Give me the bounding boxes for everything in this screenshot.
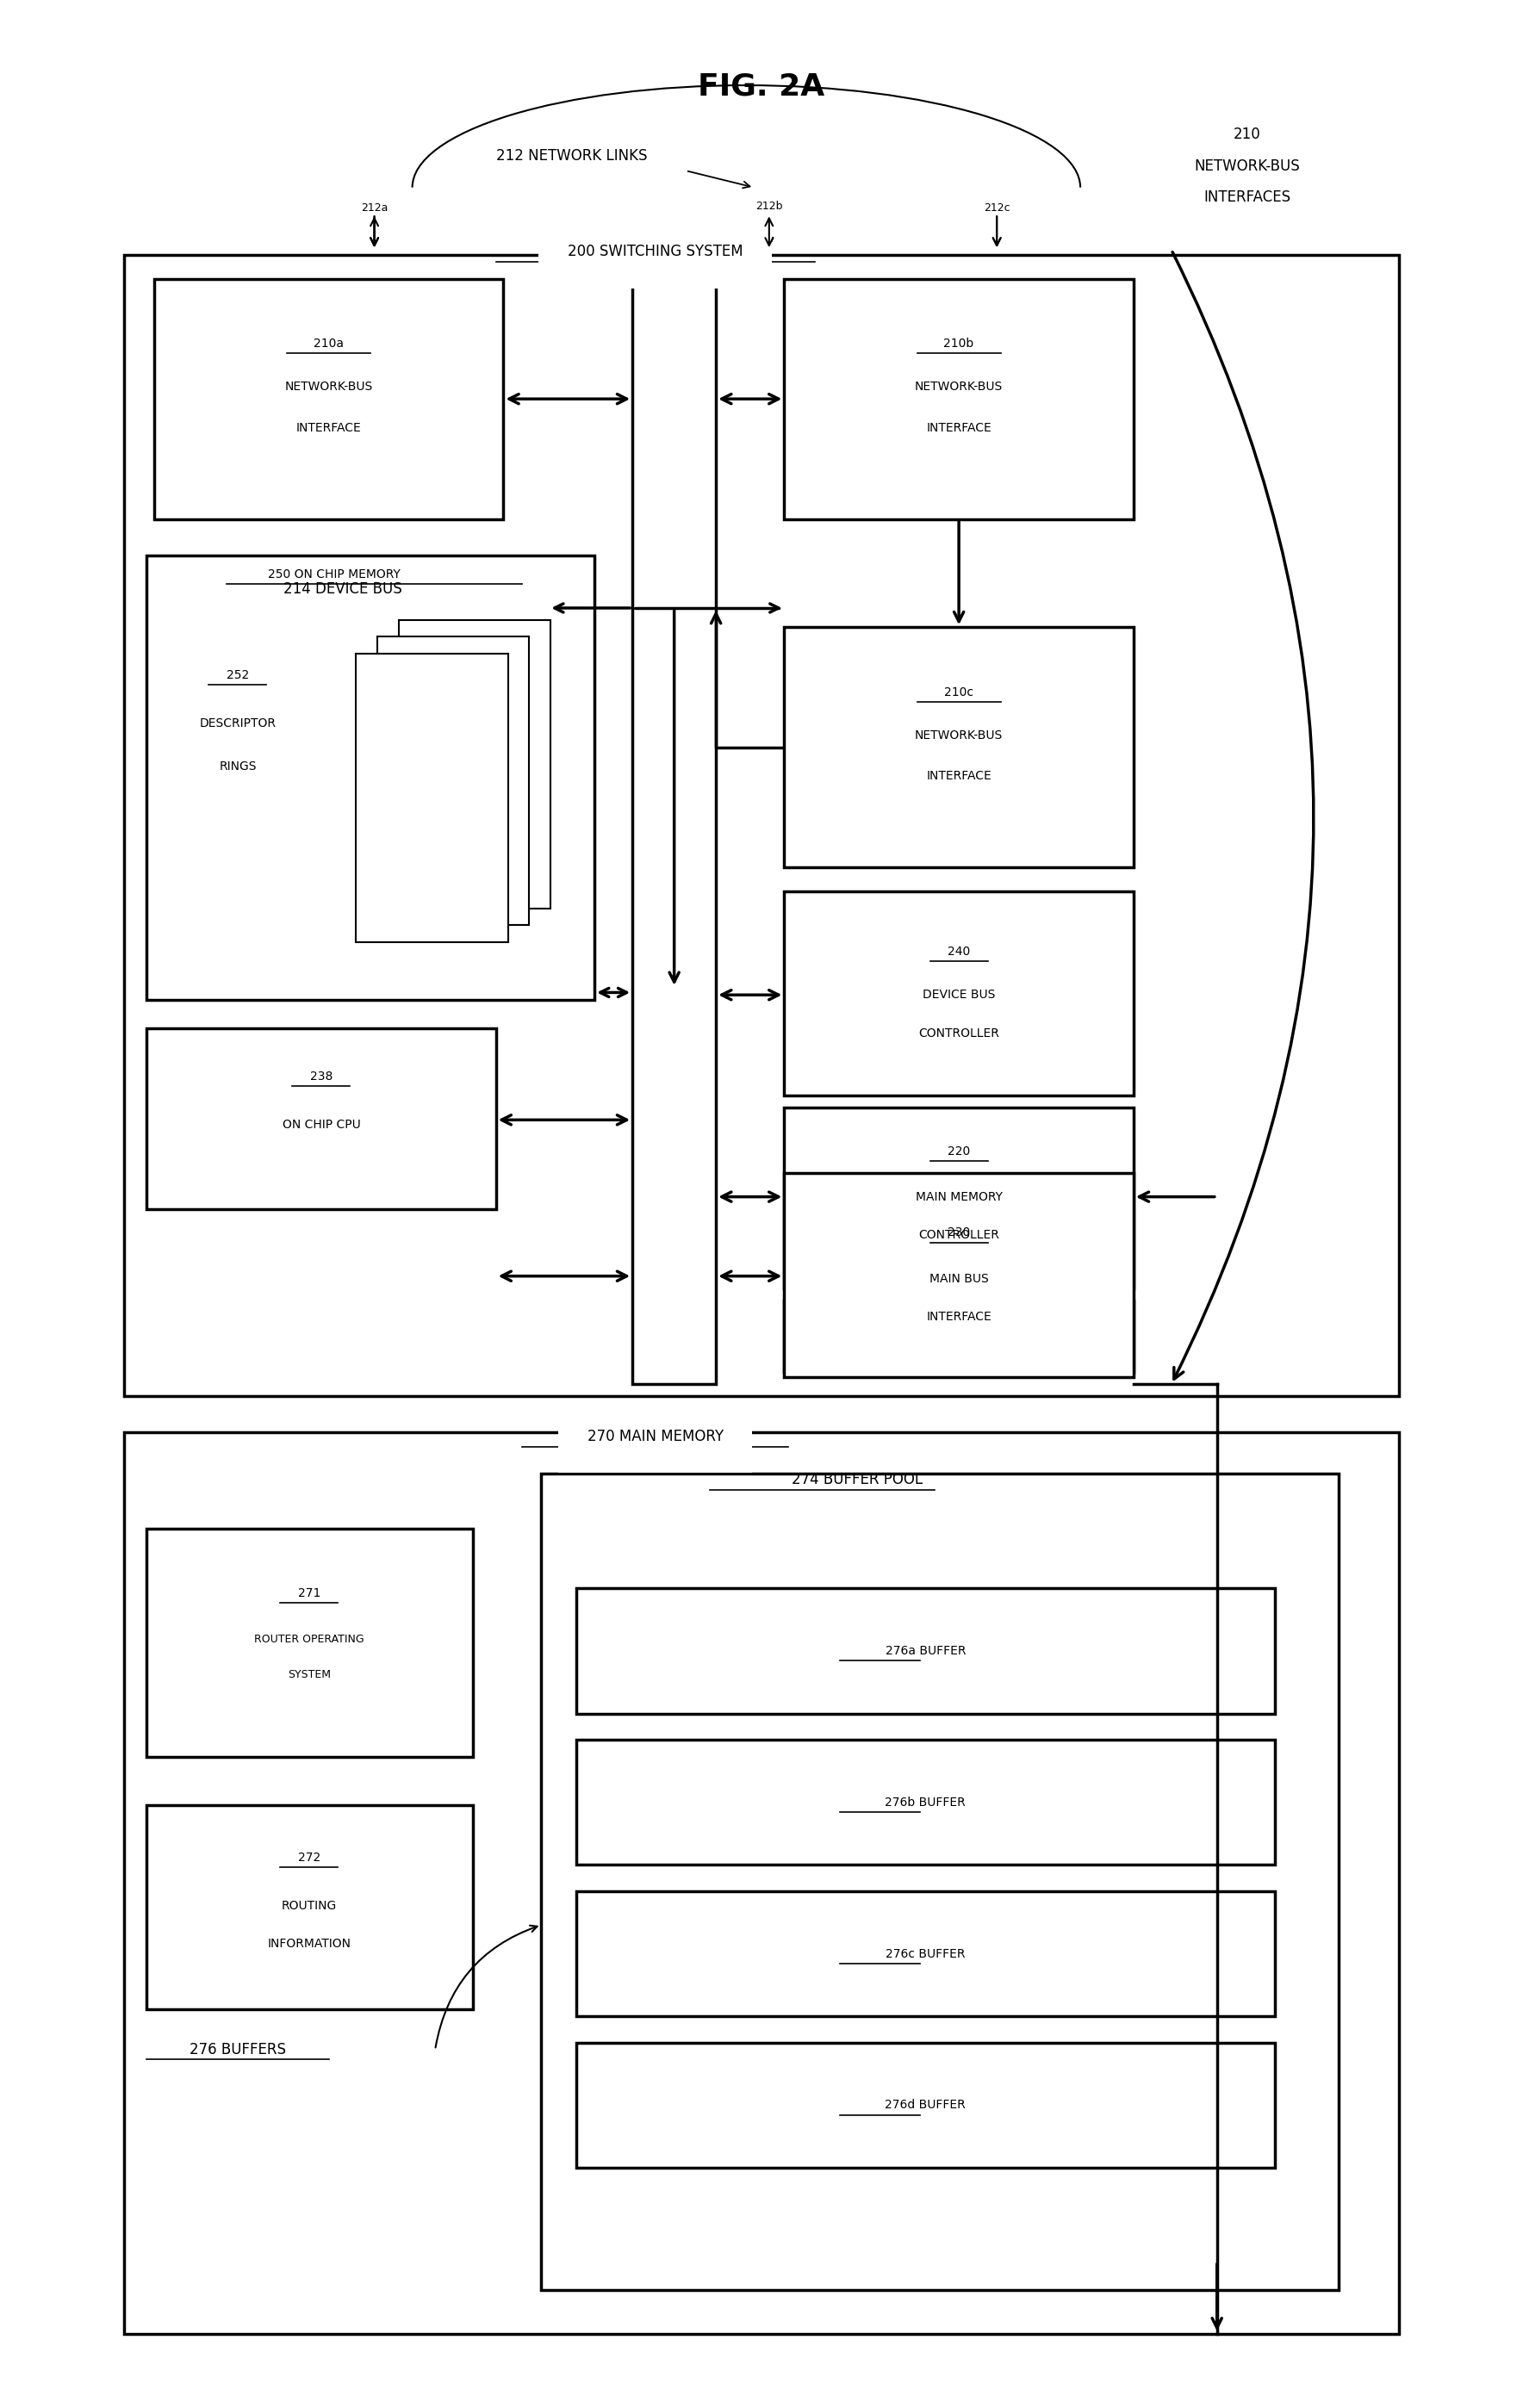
Bar [123,255,1400,1397]
Text: 250 ON CHIP MEMORY: 250 ON CHIP MEMORY [268,568,401,580]
Text: MAIN MEMORY: MAIN MEMORY [915,1192,1002,1204]
Bar [784,626,1133,867]
Text: 212b: 212b [755,200,783,212]
Text: 212c: 212c [984,202,1010,214]
Text: 272: 272 [299,1852,320,1864]
Text: CONTROLLER: CONTROLLER [918,1228,999,1240]
Bar [632,279,716,1385]
Text: NETWORK-BUS: NETWORK-BUS [1194,159,1301,173]
Text: NETWORK-BUS: NETWORK-BUS [915,380,1004,393]
Bar [146,1028,496,1209]
Text: INFORMATION: INFORMATION [268,1938,350,1950]
Text: 276a BUFFER: 276a BUFFER [885,1645,966,1657]
Text: NETWORK-BUS: NETWORK-BUS [285,380,373,393]
Text: 220: 220 [947,1146,970,1158]
Text: ON CHIP CPU: ON CHIP CPU [282,1120,361,1132]
Bar [154,279,504,520]
Text: INTERFACE: INTERFACE [926,771,991,783]
Bar [378,636,528,925]
Text: INTERFACE: INTERFACE [926,421,991,433]
Text: ROUTER OPERATING: ROUTER OPERATING [254,1633,364,1645]
Text: 214 DEVICE BUS: 214 DEVICE BUS [283,580,402,597]
Text: 238: 238 [309,1072,332,1084]
Text: INTERFACE: INTERFACE [926,1310,991,1322]
Bar [146,1806,474,2008]
Text: INTERFACE: INTERFACE [295,421,361,433]
Bar [784,891,1133,1096]
Bar [784,1300,1133,1373]
Bar [576,1890,1275,2015]
Bar [146,556,594,999]
Text: 270 MAIN MEMORY: 270 MAIN MEMORY [588,1428,723,1445]
Bar [784,279,1133,520]
Text: 200 SWITCHING SYSTEM: 200 SWITCHING SYSTEM [568,243,743,260]
Text: 276c BUFFER: 276c BUFFER [886,1948,966,1960]
Bar [399,619,550,908]
Text: CONTROLLER: CONTROLLER [918,1028,999,1040]
Text: DEVICE BUS: DEVICE BUS [923,990,995,1002]
Bar [784,1173,1133,1377]
Text: 274 BUFFER POOL: 274 BUFFER POOL [792,1471,923,1488]
Text: 240: 240 [947,946,970,958]
Text: 252: 252 [227,669,250,681]
Text: 212a: 212a [361,202,388,214]
Text: 276 BUFFERS: 276 BUFFERS [189,2042,286,2059]
Text: DESCRIPTOR: DESCRIPTOR [200,718,276,730]
Bar [576,1741,1275,1864]
Text: MAIN BUS: MAIN BUS [929,1271,988,1283]
Bar [123,1433,1400,2333]
Text: 212 NETWORK LINKS: 212 NETWORK LINKS [496,147,647,164]
Text: RINGS: RINGS [219,761,256,773]
Bar [146,1529,474,1758]
Bar [576,1589,1275,1714]
Text: FIG. 2A: FIG. 2A [698,72,825,101]
Text: 276d BUFFER: 276d BUFFER [885,2100,966,2112]
Text: INTERFACES: INTERFACES [1203,190,1292,205]
Text: ROUTING: ROUTING [282,1900,337,1912]
Bar [541,1474,1339,2290]
Text: 210c: 210c [944,686,973,698]
Bar [784,1108,1133,1288]
Text: 210b: 210b [944,337,975,349]
Bar [356,653,509,942]
Text: 276b BUFFER: 276b BUFFER [885,1796,966,1808]
Text: 210: 210 [1234,128,1261,142]
Text: 230: 230 [947,1226,970,1238]
Text: 210a: 210a [314,337,344,349]
Bar [576,2042,1275,2167]
Text: 271: 271 [297,1587,320,1599]
Text: NETWORK-BUS: NETWORK-BUS [915,730,1004,742]
Text: SYSTEM: SYSTEM [288,1669,330,1681]
